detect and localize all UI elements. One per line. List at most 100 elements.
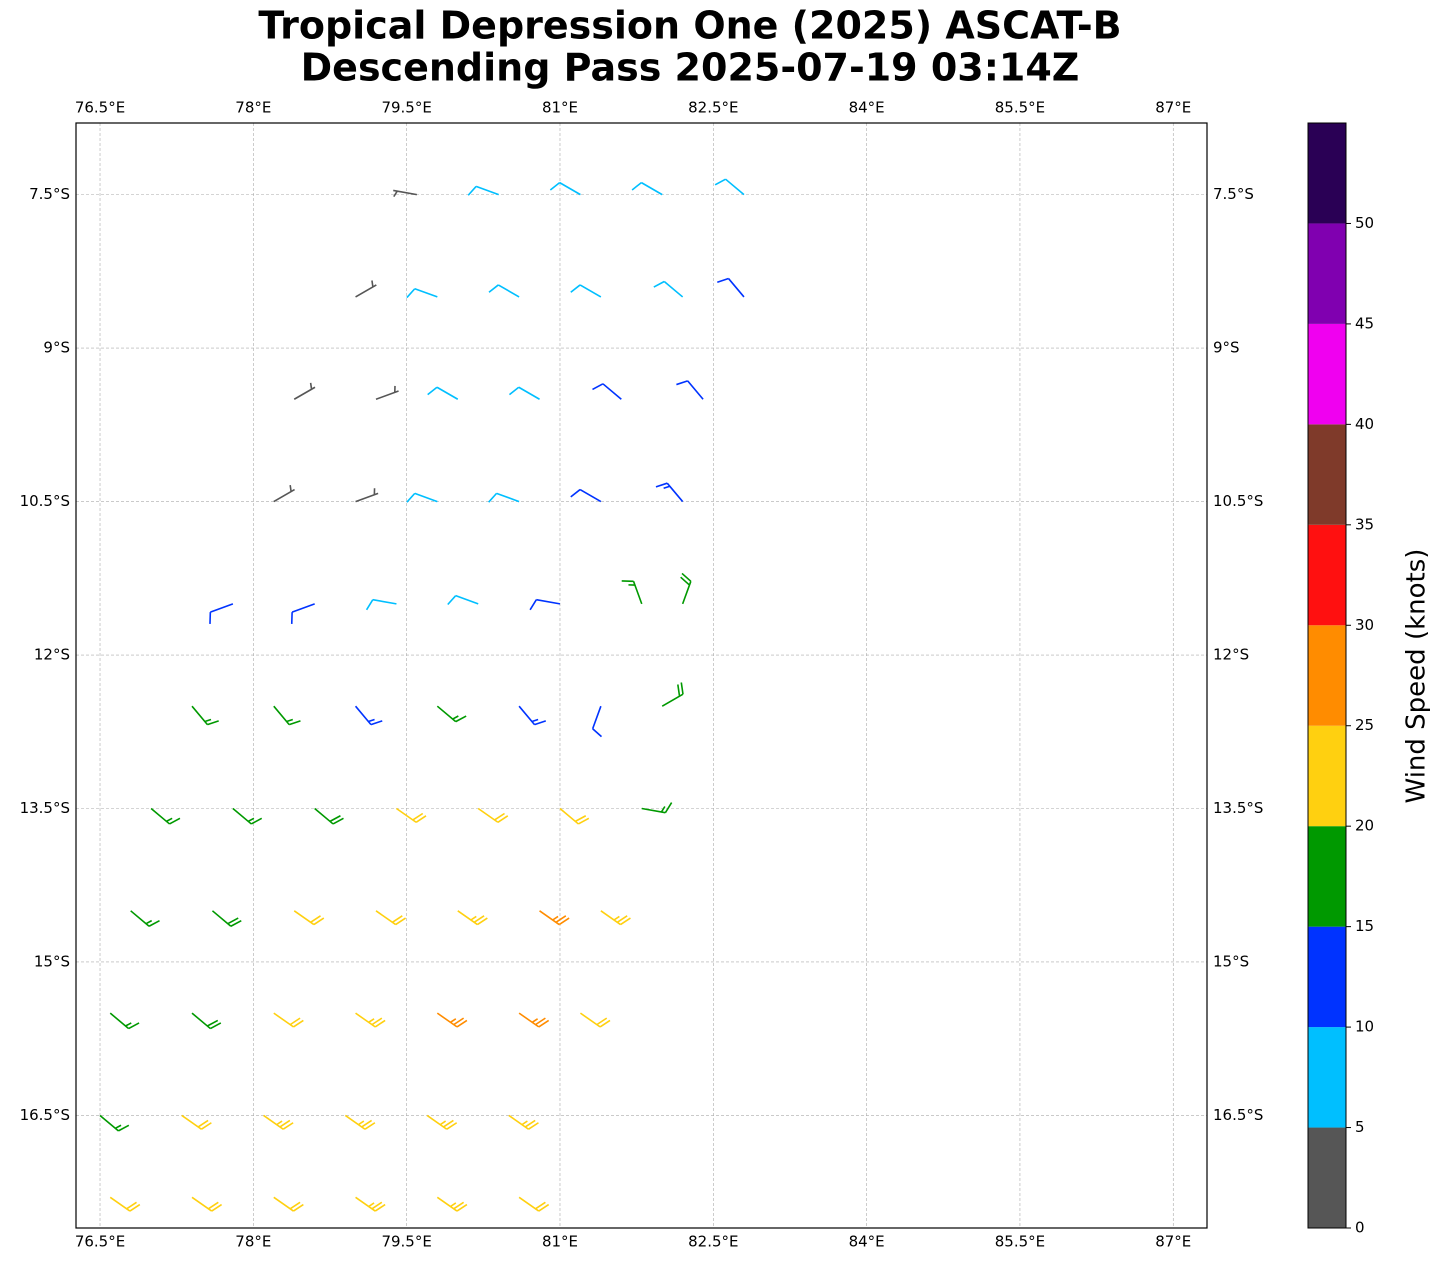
wind-barb (529, 598, 561, 611)
chart-subtitle: Descending Pass 2025-07-19 03:14Z (301, 46, 1080, 90)
colorbar-tick-label: 30 (1355, 616, 1374, 634)
wind-barb (508, 1114, 539, 1130)
y-tick-label: 10.5°S (20, 492, 70, 510)
colorbar-segment (1308, 926, 1346, 1028)
wind-barb (293, 382, 316, 400)
wind-barb (273, 705, 301, 726)
wind-barb (518, 705, 547, 726)
chart-title: Tropical Depression One (2025) ASCAT-B (258, 4, 1121, 48)
y-tick-label-right: 15°S (1213, 952, 1249, 970)
wind-barb (273, 1196, 304, 1212)
wind-barb (355, 1012, 386, 1028)
y-tick-label-right: 16.5°S (1213, 1106, 1263, 1124)
y-tick-label-right: 10.5°S (1213, 492, 1263, 510)
wind-barb (641, 802, 673, 814)
wind-barb (109, 1012, 140, 1030)
x-tick-label-top: 79.5°E (381, 99, 431, 117)
x-tick-label: 79.5°E (381, 1233, 431, 1251)
wind-barb (427, 386, 459, 400)
wind-barb (406, 492, 438, 503)
colorbar-tick-label: 50 (1355, 214, 1374, 232)
wind-barb (181, 1114, 212, 1130)
wind-barb (290, 603, 315, 624)
wind-barb (467, 185, 499, 196)
x-tick-label: 82.5°E (688, 1233, 738, 1251)
colorbar-segment (1308, 223, 1346, 324)
wind-barb (570, 488, 602, 503)
x-tick-label: 87°E (1155, 1233, 1191, 1251)
wind-barb (395, 807, 427, 823)
wind-barb (191, 1196, 223, 1212)
wind-barb (99, 1114, 130, 1132)
x-tick-label-top: 81°E (542, 99, 578, 117)
wind-barb (355, 488, 379, 503)
x-tick-label: 85.5°E (995, 1233, 1045, 1251)
wind-barb (488, 284, 520, 298)
x-tick-label: 76.5°E (75, 1233, 125, 1251)
colorbar-segment (1308, 1127, 1346, 1228)
colorbar-segment (1308, 826, 1346, 927)
x-tick-label-top: 82.5°E (688, 99, 738, 117)
wind-barb (393, 189, 418, 198)
wind-barb (365, 598, 397, 611)
colorbar-frame (1307, 122, 1347, 1229)
x-tick-label: 78°E (235, 1233, 271, 1251)
wind-barb (211, 910, 242, 927)
wind-barb (273, 485, 295, 503)
colorbar-tick-label: 5 (1355, 1118, 1365, 1136)
y-tick-label: 15°S (34, 952, 70, 970)
wind-barb (191, 1012, 222, 1030)
y-tick-label: 13.5°S (20, 799, 70, 817)
colorbar-segment (1308, 1027, 1346, 1128)
wind-barb (375, 910, 407, 926)
y-tick-label: 9°S (43, 339, 70, 357)
wind-barb (263, 1114, 294, 1130)
wind-barb (477, 807, 509, 823)
wind-barb (591, 705, 603, 738)
wind-barb (539, 910, 570, 926)
wind-barb (436, 705, 467, 723)
wind-barb (130, 910, 160, 927)
wind-barb (592, 383, 622, 400)
wind-barb (457, 910, 488, 926)
colorbar-tick-label: 35 (1355, 515, 1374, 533)
y-tick-label-right: 9°S (1213, 339, 1240, 357)
wind-barb (344, 1114, 376, 1130)
x-tick-label: 84°E (849, 1233, 885, 1251)
y-tick-label-right: 7.5°S (1213, 185, 1254, 203)
colorbar-segment (1308, 123, 1346, 224)
y-tick-label-right: 12°S (1213, 646, 1249, 664)
y-tick-label: 12°S (34, 646, 70, 664)
wind-barb (273, 1012, 304, 1028)
y-tick-label: 7.5°S (29, 185, 70, 203)
colorbar-tick-label: 10 (1355, 1018, 1374, 1036)
colorbar-segment (1308, 524, 1346, 626)
wind-barb (354, 705, 383, 726)
wind-barb (600, 910, 631, 926)
wind-barb (232, 807, 263, 825)
x-tick-label-top: 78°E (235, 99, 271, 117)
wind-barb (653, 280, 684, 298)
wind-barb (436, 1012, 468, 1028)
colorbar-tick-label: 40 (1355, 415, 1374, 433)
colorbar-tick-label: 20 (1355, 817, 1374, 835)
wind-barb (293, 910, 325, 926)
plot-frame (75, 122, 1208, 1229)
colorbar-tick-label: 15 (1355, 917, 1374, 935)
wind-barb (375, 385, 399, 401)
wind-barb (209, 603, 234, 624)
wind-barb (579, 1012, 611, 1028)
wind-barb (508, 386, 540, 400)
wind-barb (680, 572, 692, 605)
wind-barb (436, 1196, 468, 1212)
wind-barb (559, 807, 590, 825)
wind-barb (447, 594, 479, 606)
wind-barb (406, 287, 438, 299)
wind-barb (621, 580, 643, 605)
wind-barb (426, 1114, 458, 1130)
wind-barb (549, 181, 581, 196)
colorbar-segment (1308, 424, 1346, 525)
colorbar-tick-label: 25 (1355, 716, 1374, 734)
